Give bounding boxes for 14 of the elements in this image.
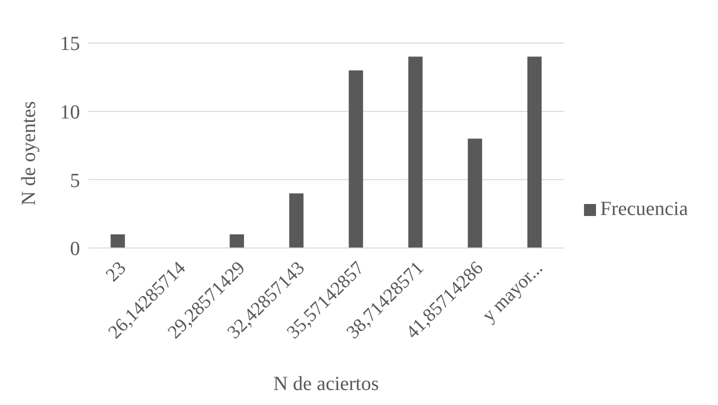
bar <box>527 56 542 248</box>
bar <box>230 234 244 248</box>
bar <box>289 193 304 248</box>
y-tick-label: 0 <box>70 238 80 260</box>
y-tick-label: 5 <box>70 170 80 192</box>
y-axis-title: N de oyentes <box>18 100 40 206</box>
legend-label: Frecuencia <box>600 198 688 220</box>
bar <box>468 138 482 248</box>
bar <box>348 70 364 248</box>
y-tick-label: 15 <box>60 33 80 56</box>
bar <box>408 56 423 248</box>
y-tick-label: 10 <box>60 101 80 124</box>
bar <box>110 234 125 248</box>
x-axis-title: N de aciertos <box>273 373 380 395</box>
